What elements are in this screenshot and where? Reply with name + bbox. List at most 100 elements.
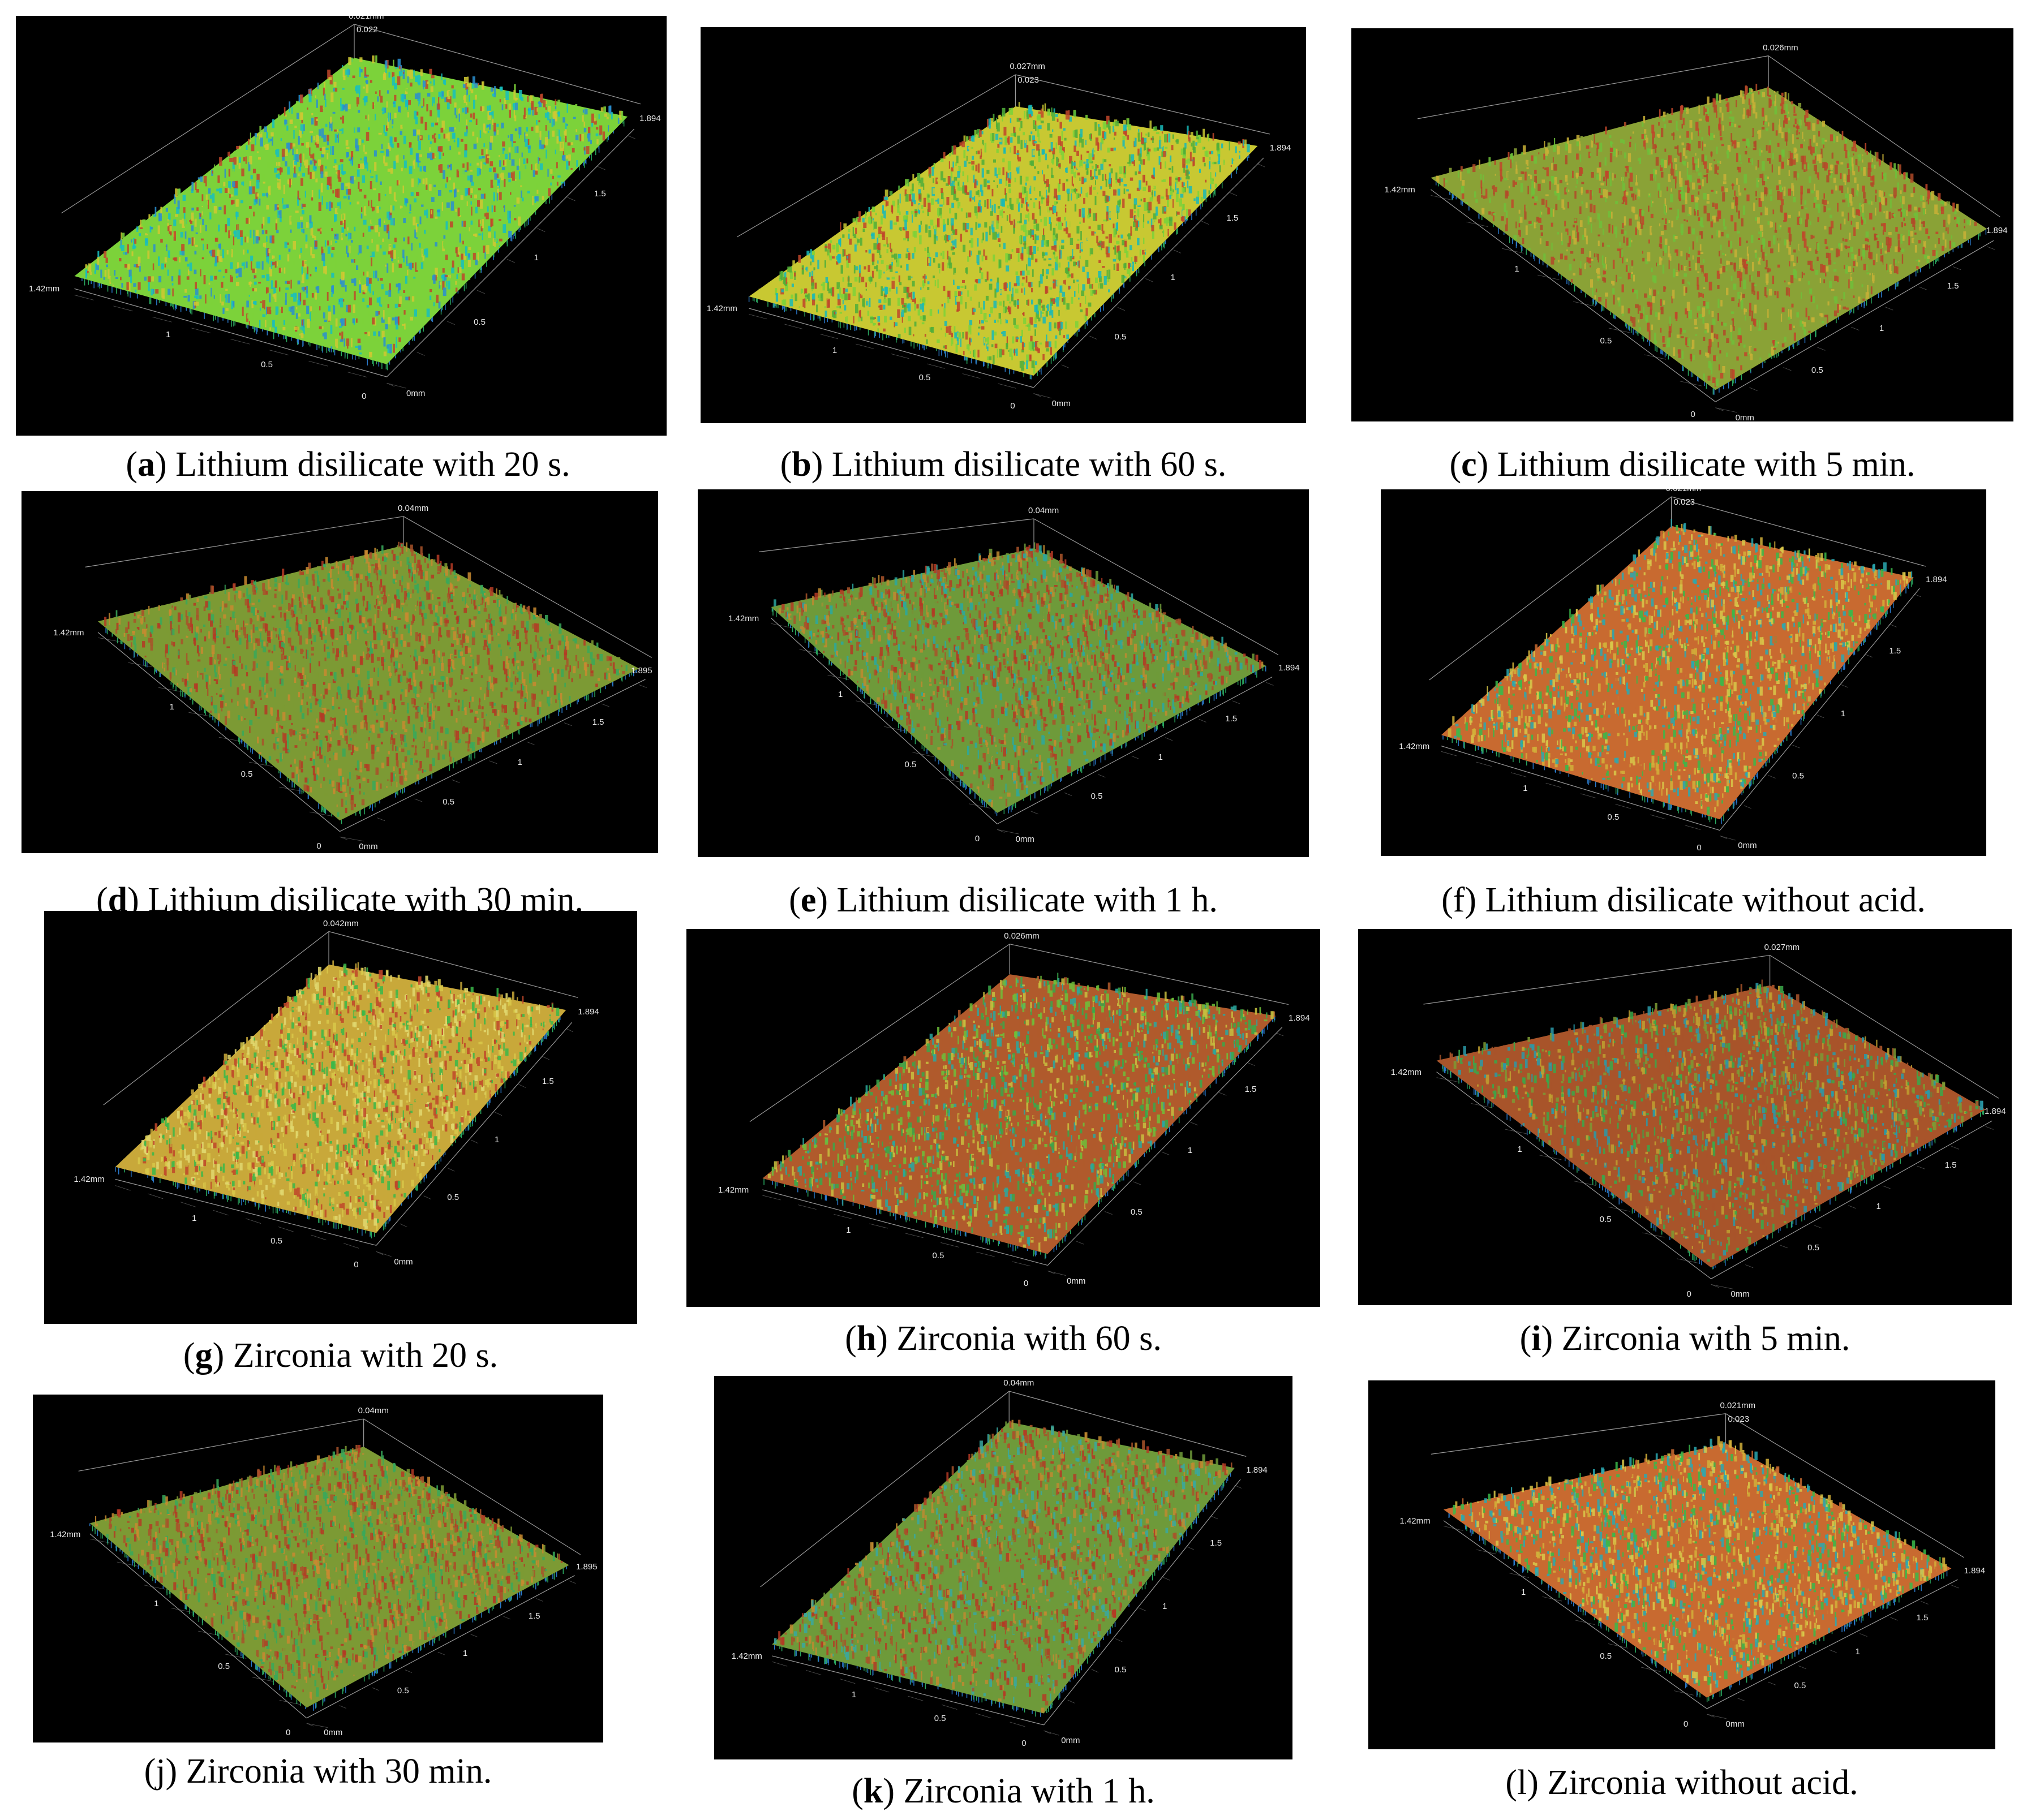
surface-texture — [1436, 84, 1977, 387]
caption-open-paren: ( — [1441, 881, 1453, 919]
surface-edge — [89, 1523, 567, 1711]
x-tick-0: 0 — [1024, 1279, 1028, 1288]
caption-text: Lithium disilicate without acid. — [1476, 881, 1926, 919]
caption-text: Zirconia with 1 h. — [895, 1772, 1155, 1810]
x-tick-0-5: 0.5 — [919, 373, 931, 382]
y-tick-1-5: 1.5 — [1225, 715, 1237, 723]
floor-grid — [749, 164, 1265, 399]
surface-plot-h: 0.026mm 1.894 1.5 1 0.5 0mm 1.42mm 1 0.5 0 — [686, 929, 1320, 1307]
z-max-label: 0.026mm — [1004, 932, 1040, 940]
y-axis-max-label: 1.894 — [1289, 1014, 1310, 1022]
x-tick-1: 1 — [846, 1226, 851, 1234]
x-tick-0: 0 — [316, 842, 321, 850]
axis-frame — [1429, 496, 1926, 831]
caption-close-paren: ) — [1527, 1763, 1539, 1802]
y-tick-1: 1 — [1856, 1647, 1860, 1656]
x-axis-max-label: 1.42mm — [1399, 1517, 1430, 1525]
caption-close-paren: ) — [1477, 445, 1489, 484]
surface-edge — [763, 1017, 1276, 1259]
x-tick-1: 1 — [838, 690, 843, 699]
y-tick-0mm: 0mm — [1736, 414, 1754, 421]
x-tick-1: 1 — [1521, 1588, 1526, 1597]
x-axis-max-label: 1.42mm — [1391, 1068, 1422, 1077]
y-tick-1: 1 — [1879, 324, 1884, 333]
caption-open-paren: ( — [1449, 445, 1461, 484]
y-axis-max-label: 1.894 — [1278, 664, 1300, 672]
floor-grid — [1443, 1526, 1959, 1719]
caption-close-paren: ) — [883, 1772, 895, 1810]
axis-frame — [103, 931, 578, 1246]
caption-b: (b) Lithium disilicate with 60 s. — [701, 447, 1306, 482]
caption-close-paren: ) — [876, 1319, 888, 1358]
caption-letter: l — [1517, 1763, 1527, 1802]
caption-text: Lithium disilicate with 20 s. — [167, 445, 570, 484]
caption-close-paren: ) — [127, 881, 139, 919]
floor-grid — [771, 623, 1274, 834]
y-tick-1-5: 1.5 — [1244, 1085, 1256, 1094]
z-max-label: 0.027mm — [1764, 943, 1800, 952]
z-max-label: 0.027mm — [1010, 62, 1045, 71]
axis-frame — [85, 516, 652, 832]
surface-edge — [774, 1473, 1231, 1717]
y-tick-0-5: 0.5 — [474, 318, 486, 326]
axis-frame — [736, 74, 1270, 388]
z-max-label: 0.04mm — [358, 1406, 389, 1415]
surface-plot-i: 0.027mm 1.894 1.5 1 0.5 0mm 1.42mm 1 0.5 0 — [1358, 929, 2012, 1305]
x-tick-0-5: 0.5 — [933, 1251, 944, 1260]
axis-frame — [1423, 954, 1999, 1279]
caption-letter: i — [1531, 1319, 1541, 1358]
x-tick-0: 0 — [1697, 844, 1701, 852]
y-tick-0-5: 0.5 — [1811, 366, 1823, 375]
surface-svg — [1417, 55, 2000, 413]
surface-texture — [104, 541, 633, 817]
surface-base — [771, 548, 1266, 813]
surface-svg — [103, 931, 578, 1257]
axis-frame — [1431, 1413, 1964, 1709]
y-tick-1: 1 — [463, 1649, 467, 1658]
z-secondary-label: 0.023 — [1017, 76, 1039, 84]
surface-edge — [748, 154, 1249, 380]
y-tick-0mm: 0mm — [394, 1258, 413, 1266]
x-axis-max-label: 1.42mm — [1399, 742, 1429, 751]
surface-svg — [85, 516, 652, 842]
y-tick-0-5: 0.5 — [443, 798, 454, 806]
surface-texture — [774, 1419, 1232, 1713]
caption-open-paren: ( — [852, 1772, 864, 1810]
surface-svg — [1429, 496, 1926, 841]
y-tick-0mm: 0mm — [1067, 1277, 1085, 1285]
y-tick-0mm: 0mm — [1061, 1736, 1080, 1745]
y-axis-max-label: 1.894 — [1270, 144, 1291, 152]
caption-text: Lithium disilicate with 60 s. — [823, 445, 1226, 484]
y-tick-0-5: 0.5 — [447, 1193, 459, 1202]
surface-edge — [1442, 578, 1913, 824]
x-tick-1: 1 — [166, 330, 170, 339]
y-tick-0mm: 0mm — [1738, 841, 1757, 850]
z-max-label: 0.026mm — [1763, 44, 1798, 52]
y-axis-max-label: 1.894 — [1964, 1567, 1986, 1575]
caption-open-paren: ( — [183, 1336, 195, 1375]
surface-svg — [1423, 954, 1999, 1289]
caption-letter: e — [801, 881, 817, 919]
x-tick-0: 0 — [354, 1260, 358, 1269]
z-max-label: 0.04mm — [1028, 506, 1059, 515]
x-tick-0-5: 0.5 — [1600, 1215, 1612, 1224]
x-tick-0-5: 0.5 — [218, 1662, 230, 1671]
surface-texture — [95, 1444, 563, 1701]
caption-c: (c) Lithium disilicate with 5 min. — [1351, 447, 2013, 482]
caption-e: (e) Lithium disilicate with 1 h. — [698, 883, 1309, 918]
x-tick-1: 1 — [1517, 1145, 1522, 1154]
y-tick-1: 1 — [1162, 1602, 1167, 1611]
caption-l: (l) Zirconia without acid. — [1368, 1765, 1995, 1800]
y-tick-1-5: 1.5 — [1889, 647, 1901, 655]
caption-close-paren: ) — [155, 445, 167, 484]
caption-letter: c — [1461, 445, 1477, 484]
caption-h: (h) Zirconia with 60 s. — [686, 1321, 1320, 1356]
caption-close-paren: ) — [816, 881, 828, 919]
caption-i: (i) Zirconia with 5 min. — [1358, 1321, 2012, 1356]
surface-texture — [767, 973, 1275, 1252]
x-axis-max-label: 1.42mm — [74, 1175, 104, 1184]
z-max-label: 0.04mm — [398, 504, 428, 513]
floor-grid — [772, 1485, 1242, 1736]
surface-svg — [78, 1418, 581, 1728]
